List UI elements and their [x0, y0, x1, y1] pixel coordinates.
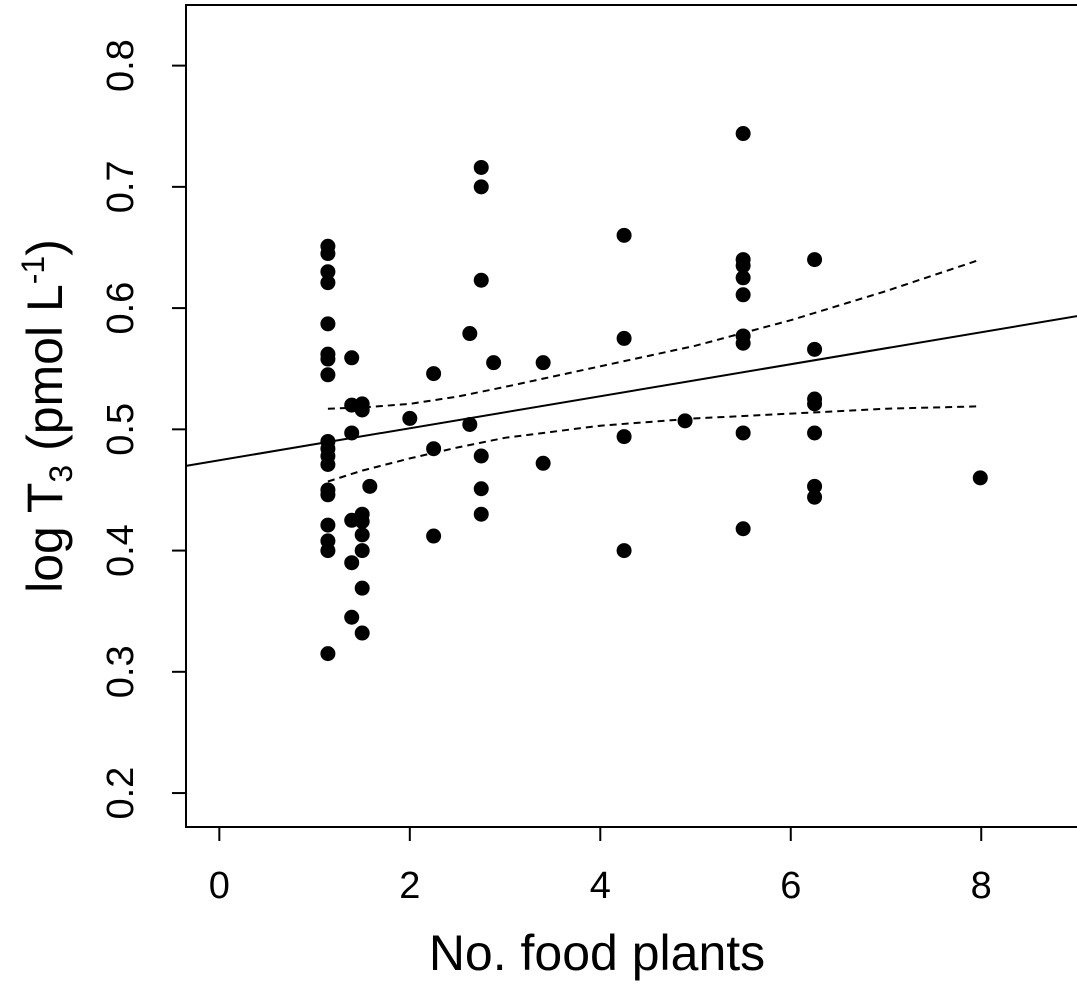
data-point	[344, 425, 360, 441]
data-point	[473, 448, 489, 464]
data-point	[807, 341, 823, 357]
data-point	[320, 264, 336, 280]
data-point	[354, 580, 370, 596]
data-point	[320, 487, 336, 503]
data-point	[807, 489, 823, 505]
y-tick-label: 0.3	[100, 645, 142, 698]
y-axis-title-subscript: 3	[43, 465, 79, 483]
data-point	[972, 470, 988, 486]
data-point	[735, 521, 751, 537]
confidence-band-lower	[327, 405, 981, 483]
data-point	[677, 413, 693, 429]
data-point	[354, 402, 370, 418]
data-point	[426, 441, 442, 457]
data-point	[735, 425, 751, 441]
data-point	[616, 543, 632, 559]
y-axis-title-prefix: log T	[17, 483, 73, 593]
data-point	[320, 517, 336, 533]
data-point	[473, 159, 489, 175]
data-point	[486, 355, 502, 371]
data-point	[807, 425, 823, 441]
y-tick-label: 0.2	[100, 767, 142, 820]
data-point	[320, 646, 336, 662]
data-point	[320, 543, 336, 559]
data-point	[616, 227, 632, 243]
y-tick-label: 0.7	[100, 160, 142, 213]
data-point	[462, 416, 478, 432]
x-tick-label: 4	[590, 865, 611, 907]
y-axis-title-units-open: (pmol L	[17, 284, 73, 465]
points-layer	[320, 126, 988, 662]
y-tick-label: 0.6	[100, 282, 142, 335]
data-point	[473, 506, 489, 522]
data-point	[426, 366, 442, 382]
data-point	[354, 527, 370, 543]
data-point	[320, 351, 336, 367]
data-point	[354, 543, 370, 559]
data-point	[473, 481, 489, 497]
y-tick-label: 0.5	[100, 403, 142, 456]
data-point	[535, 355, 551, 371]
data-point	[735, 126, 751, 142]
regression-line	[185, 315, 1077, 467]
data-point	[362, 478, 378, 494]
data-point	[807, 252, 823, 268]
data-point	[616, 330, 632, 346]
fit-layer	[185, 258, 1077, 483]
y-axis: 0.2 0.3 0.4 0.5 0.6 0.7 0.8	[100, 39, 187, 820]
y-axis-title: log T3 (pmol L-1)	[15, 239, 79, 593]
data-point	[320, 246, 336, 262]
data-point	[320, 367, 336, 383]
y-axis-title-units-close: )	[17, 239, 73, 256]
data-point	[616, 429, 632, 445]
data-point	[320, 275, 336, 291]
data-point	[473, 179, 489, 195]
data-point	[344, 609, 360, 625]
data-point	[462, 326, 478, 342]
x-axis-title: No. food plants	[429, 925, 765, 981]
x-tick-label: 6	[780, 865, 801, 907]
data-point	[344, 350, 360, 366]
data-point	[320, 456, 336, 472]
y-tick-label: 0.8	[100, 39, 142, 92]
plot-frame	[185, 4, 1077, 828]
data-point	[354, 513, 370, 529]
data-point	[473, 272, 489, 288]
x-tick-label: 0	[209, 865, 230, 907]
data-point	[426, 528, 442, 544]
x-axis: 0 2 4 6 8	[209, 826, 992, 907]
x-tick-label: 2	[399, 865, 420, 907]
data-point	[344, 555, 360, 571]
data-point	[320, 316, 336, 332]
y-axis-title-superscript: -1	[15, 256, 51, 284]
confidence-band-upper	[327, 258, 981, 410]
y-tick-label: 0.4	[100, 524, 142, 577]
data-point	[535, 455, 551, 471]
data-point	[735, 258, 751, 274]
data-point	[402, 410, 418, 426]
x-tick-label: 8	[971, 865, 992, 907]
data-point	[735, 335, 751, 351]
data-point	[735, 270, 751, 286]
data-point	[807, 396, 823, 412]
data-point	[354, 625, 370, 641]
data-point	[807, 478, 823, 494]
data-point	[735, 287, 751, 303]
